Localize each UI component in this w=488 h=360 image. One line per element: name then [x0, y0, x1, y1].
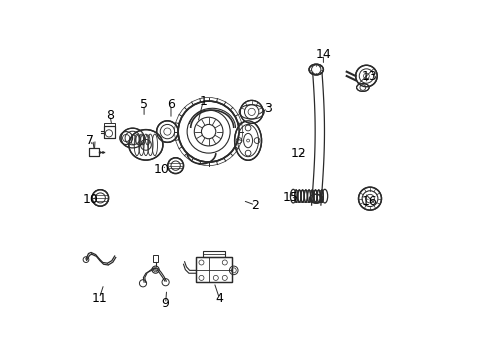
- Bar: [88, 148, 99, 156]
- Ellipse shape: [310, 190, 313, 202]
- Ellipse shape: [317, 190, 320, 202]
- Text: 6: 6: [167, 98, 175, 111]
- Text: 12: 12: [290, 147, 305, 159]
- Text: 1: 1: [199, 95, 207, 108]
- Text: 15: 15: [282, 192, 298, 204]
- Circle shape: [355, 65, 376, 87]
- Bar: [104, 123, 115, 126]
- Text: 2: 2: [251, 199, 259, 212]
- Ellipse shape: [234, 121, 261, 160]
- Ellipse shape: [128, 130, 163, 160]
- Circle shape: [92, 190, 108, 206]
- Ellipse shape: [307, 190, 310, 202]
- Bar: [153, 255, 158, 262]
- Text: 14: 14: [315, 48, 330, 61]
- Ellipse shape: [313, 190, 316, 202]
- Circle shape: [358, 187, 381, 210]
- Circle shape: [240, 100, 263, 123]
- Ellipse shape: [297, 190, 300, 202]
- Bar: [196, 257, 231, 282]
- Text: 4: 4: [215, 292, 223, 305]
- Bar: [88, 148, 99, 156]
- Ellipse shape: [121, 128, 144, 148]
- Text: 10: 10: [82, 193, 98, 206]
- Ellipse shape: [356, 84, 368, 91]
- Text: 7: 7: [85, 134, 93, 147]
- Ellipse shape: [301, 190, 304, 202]
- Ellipse shape: [309, 194, 323, 203]
- Bar: [203, 251, 224, 257]
- Circle shape: [156, 121, 178, 142]
- Bar: [196, 257, 231, 282]
- Circle shape: [178, 101, 239, 162]
- Bar: [104, 126, 115, 138]
- Text: 3: 3: [264, 102, 271, 115]
- Text: 11: 11: [91, 292, 107, 305]
- Ellipse shape: [294, 190, 297, 202]
- Text: 9: 9: [162, 297, 169, 310]
- Text: 13: 13: [362, 69, 377, 82]
- Text: 10: 10: [154, 163, 170, 176]
- Text: 5: 5: [140, 98, 148, 111]
- Text: 16: 16: [362, 195, 377, 208]
- Ellipse shape: [304, 190, 306, 202]
- Circle shape: [167, 158, 183, 174]
- Ellipse shape: [320, 190, 323, 202]
- Text: 8: 8: [106, 109, 114, 122]
- Ellipse shape: [308, 64, 323, 75]
- Bar: [104, 126, 115, 138]
